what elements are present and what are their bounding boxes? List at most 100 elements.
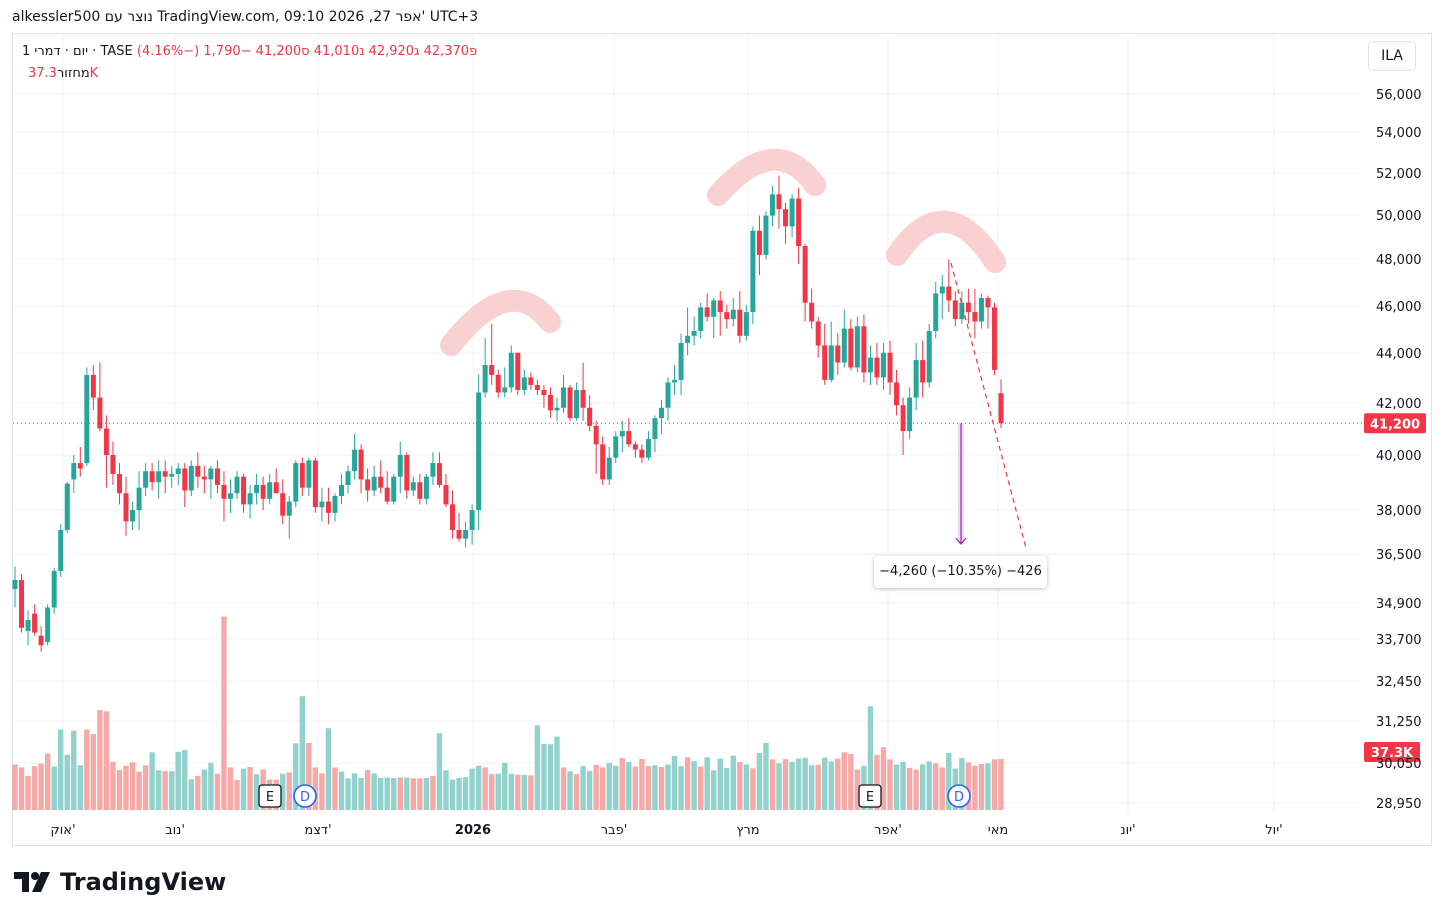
candle-body xyxy=(58,529,64,572)
candle-body xyxy=(332,496,338,513)
volume-bar xyxy=(345,778,351,810)
volume-bar xyxy=(469,768,475,810)
volume-bar xyxy=(795,758,802,810)
currency-button[interactable]: ILA xyxy=(1368,41,1416,71)
candle-body xyxy=(600,444,606,480)
volume-label: מחזור xyxy=(56,66,90,81)
volume-bar xyxy=(848,753,854,810)
candle-body xyxy=(64,483,70,530)
candle-body xyxy=(626,431,632,445)
candle-body xyxy=(352,449,358,472)
volume-bar xyxy=(64,754,70,810)
volume-bar xyxy=(697,766,704,810)
earnings-marker-frame xyxy=(258,784,282,808)
volume-bar xyxy=(560,767,567,810)
candle-body xyxy=(260,484,266,499)
volume-bar xyxy=(449,779,456,810)
low-value: 41,010 xyxy=(313,44,360,59)
volume-bar xyxy=(743,764,750,810)
candle-body xyxy=(84,374,90,464)
candle-body xyxy=(880,352,886,378)
candle-body xyxy=(123,493,129,522)
y-tick-label: 40,000 xyxy=(1376,449,1422,464)
candle-body xyxy=(678,343,684,380)
candle-body xyxy=(965,302,971,313)
y-tick-label: 48,000 xyxy=(1376,253,1422,268)
x-tick-label: 2026 xyxy=(455,823,491,838)
volume-bar xyxy=(299,696,306,810)
candle-body xyxy=(861,326,867,373)
volume-bar xyxy=(423,777,430,810)
candle-body xyxy=(156,471,162,483)
candle-body xyxy=(547,395,553,411)
candle-body xyxy=(489,365,495,375)
tradingview-logo-icon xyxy=(14,872,50,892)
candle-body xyxy=(743,312,749,336)
candle-body xyxy=(907,397,913,432)
candle-body xyxy=(619,431,625,437)
volume-bar xyxy=(169,771,175,810)
candle-body xyxy=(554,407,560,411)
y-tick-label: 42,000 xyxy=(1376,397,1422,412)
change-value: −1,790 (−4.16%) xyxy=(136,44,252,59)
volume-bar xyxy=(338,771,345,810)
candle-body xyxy=(534,384,540,390)
x-tick-label: אפר' xyxy=(874,823,902,838)
candle-body xyxy=(783,209,789,227)
volume-bar xyxy=(103,711,110,810)
volume-bar xyxy=(142,765,149,810)
volume-bar xyxy=(77,765,83,810)
volume-bar xyxy=(632,766,639,810)
volume-bar xyxy=(84,729,90,810)
candle-body xyxy=(175,468,181,474)
x-tick-label: יול' xyxy=(1265,823,1282,838)
candle-body xyxy=(508,352,514,388)
candle-body xyxy=(521,377,527,390)
candle-body xyxy=(711,300,717,317)
volume-bar xyxy=(214,773,221,810)
volume-bar xyxy=(835,758,841,810)
volume-bar xyxy=(815,764,821,810)
candle-body xyxy=(136,487,142,511)
candle-body xyxy=(280,493,286,516)
candle-body xyxy=(254,484,260,494)
dividend-marker-frame xyxy=(947,784,971,808)
candle-body xyxy=(848,328,854,368)
volume-bar xyxy=(312,767,319,810)
volume-bar xyxy=(25,775,31,810)
volume-bar xyxy=(253,774,260,810)
candle-body xyxy=(645,439,651,458)
volume-bar xyxy=(926,761,932,810)
candle-body xyxy=(587,407,593,426)
volume-bar xyxy=(188,779,195,810)
volume-bar xyxy=(123,765,129,810)
measure-tooltip: −4,260 (−10.35%) −426 xyxy=(874,556,1047,588)
volume-bar xyxy=(325,728,332,810)
close-label: ס xyxy=(301,44,310,59)
volume-bar xyxy=(521,774,528,810)
measure-arrow xyxy=(955,537,967,545)
volume-bar xyxy=(913,769,919,810)
volume-bar xyxy=(691,761,697,810)
volume-bar xyxy=(182,750,188,810)
dividend-marker: D xyxy=(293,784,317,808)
volume-bar xyxy=(332,767,338,810)
earnings-marker: E xyxy=(258,784,282,808)
volume-bar xyxy=(586,770,593,810)
candle-body xyxy=(874,357,880,378)
volume-bar xyxy=(789,761,795,810)
candle-body xyxy=(894,382,900,406)
x-tick-label: נוב' xyxy=(165,823,185,838)
volume-bar xyxy=(234,780,240,810)
volume-bar xyxy=(456,777,462,810)
candle-body xyxy=(730,309,736,320)
candle-body xyxy=(404,455,410,491)
volume-bar xyxy=(18,767,25,810)
x-tick-label: מרץ xyxy=(736,823,759,838)
tradingview-logo[interactable]: TradingView xyxy=(14,868,226,896)
candle-body xyxy=(325,501,331,513)
last-volume-label: 37.3K xyxy=(1371,746,1414,761)
candle-body xyxy=(495,374,501,393)
candle-body xyxy=(574,389,580,419)
